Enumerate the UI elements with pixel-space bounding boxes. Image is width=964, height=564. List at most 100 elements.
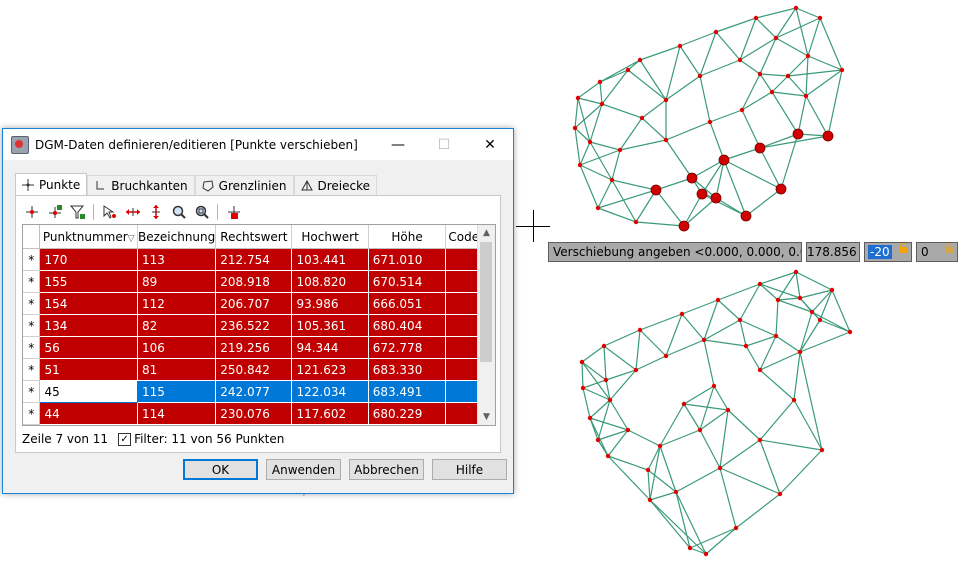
- table-cell-rechtswert[interactable]: 230.076: [215, 402, 293, 425]
- mesh-edge: [574, 127, 581, 166]
- table-cell-hochwert[interactable]: 93.986: [291, 292, 369, 315]
- help-button[interactable]: Hilfe: [432, 459, 507, 480]
- table-cell-bezeichnung[interactable]: 113: [137, 248, 217, 271]
- table-cell-hochwert[interactable]: 103.441: [291, 248, 369, 271]
- delete-point-icon[interactable]: [224, 203, 243, 222]
- table-cell-hochwert[interactable]: 105.361: [291, 314, 369, 337]
- table-row[interactable]: * 170 113 212.754 103.441 671.010: [23, 248, 495, 271]
- column-header[interactable]: Rechtswert: [215, 225, 293, 249]
- table-cell-punktnummer[interactable]: 134: [39, 314, 138, 337]
- row-marker[interactable]: *: [23, 402, 41, 425]
- tab-dreiecke[interactable]: Dreiecke: [293, 175, 378, 196]
- filter-checkbox[interactable]: ✓: [118, 432, 132, 446]
- scroll-up-arrow-icon[interactable]: ▲: [483, 228, 490, 238]
- table-cell-rechtswert[interactable]: 242.077: [215, 380, 293, 403]
- table-cell-bezeichnung[interactable]: 115: [137, 380, 217, 403]
- table-cell-hochwert[interactable]: 117.602: [291, 402, 369, 425]
- close-button[interactable]: ✕: [484, 136, 496, 153]
- table-cell-h-he[interactable]: 670.514: [368, 270, 447, 293]
- row-marker[interactable]: *: [23, 336, 41, 359]
- table-row[interactable]: * 45 115 242.077 122.034 683.491: [23, 380, 495, 403]
- table-cell-h-he[interactable]: 666.051: [368, 292, 447, 315]
- row-marker[interactable]: *: [23, 358, 41, 381]
- table-row[interactable]: * 155 89 208.918 108.820 670.514: [23, 270, 495, 293]
- table-cell-hochwert[interactable]: 94.344: [291, 336, 369, 359]
- mesh-point: [697, 427, 703, 433]
- table-cell-hochwert[interactable]: 108.820: [291, 270, 369, 293]
- add-point-icon[interactable]: [22, 203, 41, 222]
- column-header[interactable]: Punktnummer▽: [39, 225, 138, 249]
- table-cell-hochwert[interactable]: 122.034: [291, 380, 369, 403]
- table-cell-punktnummer[interactable]: 45: [39, 380, 138, 403]
- filter-icon[interactable]: [68, 203, 87, 222]
- filter-toggle[interactable]: ✓ Filter: 11 von 56 Punkten: [118, 432, 284, 446]
- table-cell-h-he[interactable]: 683.491: [368, 380, 447, 403]
- row-marker[interactable]: *: [23, 380, 41, 403]
- mesh-edge: [797, 95, 807, 135]
- add-point-alt-icon[interactable]: [45, 203, 64, 222]
- move-horizontal-icon[interactable]: [123, 203, 142, 222]
- z-offset-input[interactable]: 0: [916, 242, 958, 262]
- table-cell-h-he[interactable]: 671.010: [368, 248, 447, 271]
- table-cell-punktnummer[interactable]: 44: [39, 402, 138, 425]
- scroll-down-arrow-icon[interactable]: ▼: [483, 412, 490, 422]
- table-cell-h-he[interactable]: 683.330: [368, 358, 447, 381]
- table-cell-punktnummer[interactable]: 154: [39, 292, 138, 315]
- column-header[interactable]: Hochwert: [291, 225, 369, 249]
- table-cell-rechtswert[interactable]: 236.522: [215, 314, 293, 337]
- minimize-button[interactable]: —: [391, 136, 405, 153]
- lock-icon[interactable]: [945, 243, 953, 253]
- apply-button[interactable]: Anwenden: [266, 459, 341, 480]
- table-cell-h-he[interactable]: 672.778: [368, 336, 447, 359]
- table-cell-bezeichnung[interactable]: 106: [137, 336, 217, 359]
- mesh-point: [673, 489, 679, 495]
- y-offset-input[interactable]: -20: [864, 242, 912, 262]
- tab-grenzlinien[interactable]: Grenzlinien: [194, 175, 294, 196]
- row-marker[interactable]: *: [23, 314, 41, 337]
- table-cell-bezeichnung[interactable]: 114: [137, 402, 217, 425]
- table-row[interactable]: * 44 114 230.076 117.602 680.229: [23, 402, 495, 425]
- maximize-button[interactable]: ☐: [437, 136, 451, 153]
- table-vertical-scrollbar[interactable]: ▲ ▼: [477, 225, 495, 425]
- table-row[interactable]: * 154 112 206.707 93.986 666.051: [23, 292, 495, 315]
- cancel-button[interactable]: Abbrechen: [349, 459, 424, 480]
- table-cell-punktnummer[interactable]: 56: [39, 336, 138, 359]
- table-cell-hochwert[interactable]: 121.623: [291, 358, 369, 381]
- mesh-edge: [601, 69, 629, 105]
- table-cell-h-he[interactable]: 680.229: [368, 402, 447, 425]
- tab-bruchkanten[interactable]: Bruchkanten: [87, 175, 195, 196]
- tin-mesh-original: [574, 7, 843, 227]
- column-header[interactable]: Höhe: [368, 225, 447, 249]
- table-cell-bezeichnung[interactable]: 112: [137, 292, 217, 315]
- tab-punkte[interactable]: Punkte: [15, 173, 88, 196]
- table-cell-h-he[interactable]: 680.404: [368, 314, 447, 337]
- move-vertical-icon[interactable]: [146, 203, 165, 222]
- table-row[interactable]: * 134 82 236.522 105.361 680.404: [23, 314, 495, 337]
- table-cell-bezeichnung[interactable]: 89: [137, 270, 217, 293]
- table-cell-punktnummer[interactable]: 170: [39, 248, 138, 271]
- row-marker[interactable]: *: [23, 248, 41, 271]
- table-row[interactable]: * 51 81 250.842 121.623 683.330: [23, 358, 495, 381]
- table-cell-rechtswert[interactable]: 250.842: [215, 358, 293, 381]
- ok-button[interactable]: OK: [183, 459, 258, 480]
- x-offset-input[interactable]: 178.856: [806, 242, 860, 262]
- table-cell-bezeichnung[interactable]: 82: [137, 314, 217, 337]
- table-cell-rechtswert[interactable]: 212.754: [215, 248, 293, 271]
- zoom-icon[interactable]: [169, 203, 188, 222]
- table-cell-rechtswert[interactable]: 208.918: [215, 270, 293, 293]
- column-header[interactable]: Bezeichnung: [137, 225, 217, 249]
- table-cell-punktnummer[interactable]: 155: [39, 270, 138, 293]
- table-cell-rechtswert[interactable]: 206.707: [215, 292, 293, 315]
- lock-icon[interactable]: [899, 243, 907, 253]
- row-marker[interactable]: *: [23, 292, 41, 315]
- zoom-extent-icon[interactable]: [192, 203, 211, 222]
- row-marker[interactable]: *: [23, 270, 41, 293]
- table-cell-punktnummer[interactable]: 51: [39, 358, 138, 381]
- table-row[interactable]: * 56 106 219.256 94.344 672.778: [23, 336, 495, 359]
- scroll-thumb[interactable]: [480, 242, 492, 362]
- dialog-titlebar[interactable]: DGM-Daten definieren/editieren [Punkte v…: [3, 129, 513, 160]
- table-cell-rechtswert[interactable]: 219.256: [215, 336, 293, 359]
- select-point-icon[interactable]: [100, 203, 119, 222]
- table-cell-bezeichnung[interactable]: 81: [137, 358, 217, 381]
